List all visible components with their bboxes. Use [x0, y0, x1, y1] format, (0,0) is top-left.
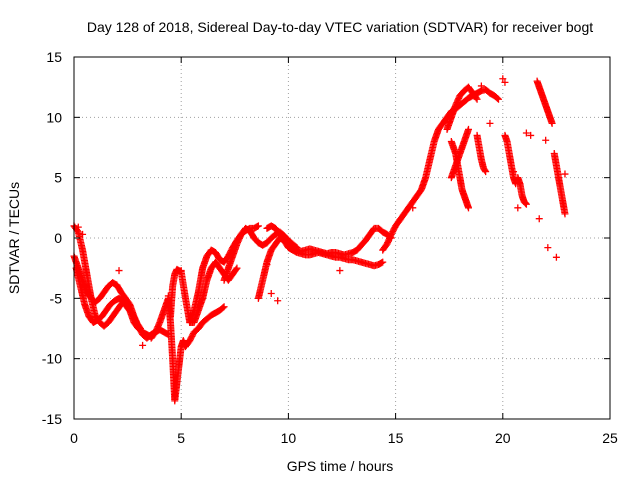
data-point: [527, 131, 535, 139]
data-point: [115, 267, 123, 275]
y-axis-label: SDTVAR / TECUs: [6, 182, 22, 294]
data-point: [510, 168, 518, 176]
data-points: [70, 75, 569, 405]
y-tick-label: 15: [46, 49, 62, 65]
series-arc-13: [447, 137, 472, 212]
x-tick-label: 5: [177, 430, 185, 446]
data-point: [464, 125, 472, 133]
data-point: [535, 215, 543, 223]
data-point: [561, 210, 569, 218]
data-point: [499, 75, 507, 83]
data-point: [263, 261, 271, 269]
data-point: [464, 204, 472, 212]
series-arc-10: [379, 86, 503, 254]
x-tick-label: 15: [388, 430, 404, 446]
data-point: [274, 297, 282, 305]
data-point: [542, 136, 550, 144]
data-point: [139, 341, 147, 349]
data-point: [552, 253, 560, 261]
y-tick-label: -5: [50, 290, 63, 306]
data-point: [79, 230, 87, 238]
data-point: [336, 267, 344, 275]
series-arc-3: [72, 264, 144, 332]
x-axis-label: GPS time / hours: [287, 458, 394, 474]
y-tick-label: 0: [54, 230, 62, 246]
data-point: [473, 95, 481, 103]
data-point: [521, 199, 529, 207]
data-point: [254, 222, 262, 230]
data-point: [379, 258, 387, 266]
series-arc-4: [147, 294, 228, 405]
data-point: [219, 304, 227, 312]
x-tick-label: 0: [70, 430, 78, 446]
axis-ticks: 0 5 10 15 20 25 -15 -10 -5 0 5 10 15: [42, 49, 618, 446]
data-point: [495, 95, 503, 103]
y-tick-label: 5: [54, 170, 62, 186]
data-point: [501, 78, 509, 86]
x-tick-label: 20: [495, 430, 511, 446]
data-point: [472, 94, 480, 102]
data-point: [396, 216, 404, 224]
data-point: [74, 223, 82, 231]
y-tick-label: -10: [42, 351, 62, 367]
data-point: [493, 94, 501, 102]
series-arc-18: [550, 150, 569, 218]
series-arc-7: [220, 224, 301, 284]
series-arc-11: [443, 83, 481, 133]
data-point: [522, 129, 530, 137]
data-point: [548, 119, 556, 127]
data-point: [522, 199, 530, 207]
series-arc-14: [473, 131, 490, 176]
data-point: [267, 290, 275, 298]
data-point: [177, 267, 185, 275]
y-tick-label: -15: [42, 411, 62, 427]
data-point: [481, 166, 489, 174]
data-point: [409, 204, 417, 212]
data-point: [482, 168, 490, 176]
data-point: [136, 325, 144, 332]
data-point: [232, 265, 240, 273]
data-point: [522, 200, 530, 208]
series-scattered: [74, 75, 569, 349]
data-point: [220, 303, 228, 311]
data-point: [136, 323, 144, 331]
data-point: [233, 264, 241, 272]
chart-title: Day 128 of 2018, Sidereal Day-to-day VTE…: [87, 19, 593, 35]
data-point: [486, 119, 494, 127]
data-point: [561, 170, 569, 178]
data-point: [477, 82, 485, 90]
data-point: [164, 292, 172, 300]
grid: [74, 57, 610, 419]
data-point: [514, 204, 522, 212]
x-tick-label: 10: [281, 430, 297, 446]
series-arc-16: [514, 174, 530, 208]
data-point: [117, 297, 125, 305]
series-arc-17: [533, 77, 556, 127]
y-tick-label: 10: [46, 109, 62, 125]
series-arc-9: [263, 222, 387, 270]
x-tick-label: 25: [602, 430, 618, 446]
data-point: [544, 244, 552, 252]
